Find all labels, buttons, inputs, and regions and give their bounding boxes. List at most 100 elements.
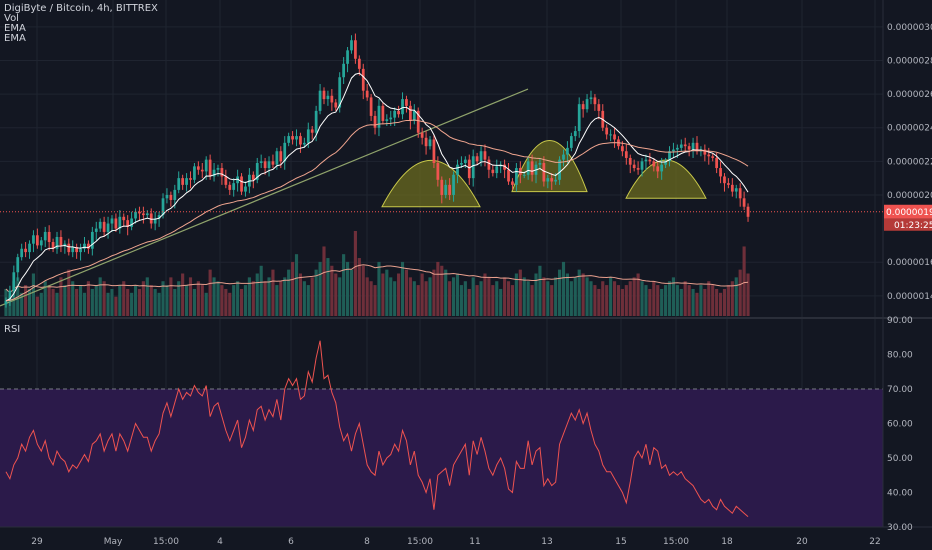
volume-bar xyxy=(601,281,605,316)
candle-body xyxy=(471,156,475,179)
candle-body xyxy=(145,213,149,216)
candle-body xyxy=(110,218,114,224)
volume-bar xyxy=(522,277,526,316)
volume-bar xyxy=(734,277,738,316)
candle-body xyxy=(138,211,141,214)
candle-body xyxy=(679,144,683,148)
candle-body xyxy=(683,144,687,147)
symbol-title[interactable]: DigiByte / Bitcoin, 4h, BITTREX xyxy=(4,3,158,14)
volume-bar xyxy=(436,261,440,316)
volume-bar xyxy=(302,281,306,316)
rsi-tick-label: 70.00 xyxy=(887,385,913,395)
candle-body xyxy=(652,161,656,167)
candle-body xyxy=(581,104,585,110)
candle-body xyxy=(554,179,558,182)
volume-bar xyxy=(153,288,157,316)
candle-body xyxy=(491,169,495,174)
candle-body xyxy=(589,97,593,100)
candle-body xyxy=(338,77,342,108)
candle-body xyxy=(126,220,130,227)
candle-body xyxy=(569,136,573,148)
volume-bar xyxy=(385,269,389,316)
candle-body xyxy=(224,176,228,185)
candle-body xyxy=(730,184,734,192)
volume-bar xyxy=(310,277,314,316)
volume-bar xyxy=(546,281,550,316)
rsi-pane-label[interactable]: RSI xyxy=(4,324,21,335)
volume-bar xyxy=(78,285,83,316)
volume-bar xyxy=(475,285,479,316)
candle-body xyxy=(511,181,514,185)
candle-body xyxy=(283,142,287,162)
candle-body xyxy=(621,146,624,152)
candle-body xyxy=(715,157,719,169)
candle-body xyxy=(518,168,522,175)
volume-bar xyxy=(565,273,569,316)
candle-body xyxy=(157,215,161,219)
volume-bar xyxy=(620,288,624,316)
time-tick-label: 15:00 xyxy=(663,537,689,547)
volume-bar xyxy=(561,261,566,316)
candle-body xyxy=(503,164,506,170)
vol-indicator-label[interactable]: Vol xyxy=(4,13,19,24)
candle-body xyxy=(232,183,236,190)
volume-bar xyxy=(404,269,409,316)
candle-body xyxy=(381,105,385,121)
candle-body xyxy=(487,159,491,170)
candle-body xyxy=(106,223,110,232)
volume-bar xyxy=(122,281,126,316)
candle-body xyxy=(444,184,448,195)
volume-bar xyxy=(298,273,303,316)
candle-body xyxy=(734,188,738,192)
volume-bar xyxy=(51,288,55,316)
volume-bars xyxy=(4,231,750,316)
volume-bar xyxy=(208,269,212,316)
candle-body xyxy=(369,97,373,116)
volume-bar xyxy=(491,285,495,316)
volume-bar xyxy=(455,273,460,316)
volume-bar xyxy=(746,273,750,316)
candle-body xyxy=(142,213,145,216)
volume-bar xyxy=(255,273,259,316)
candle-body xyxy=(220,168,224,177)
volume-bar xyxy=(24,285,28,316)
candle-body xyxy=(32,235,35,244)
volume-bar xyxy=(200,285,204,316)
candle-body xyxy=(291,136,294,140)
volume-bar xyxy=(133,285,138,316)
volume-bar xyxy=(67,269,71,316)
price-tick-label: 0.00000160 xyxy=(887,258,932,268)
candle-body xyxy=(67,243,71,253)
volume-bar xyxy=(412,281,416,316)
time-tick-label: 6 xyxy=(288,537,294,547)
volume-bar xyxy=(283,277,287,316)
candle-body xyxy=(244,186,247,192)
volume-bar xyxy=(63,285,67,316)
volume-bar xyxy=(361,265,365,316)
candle-body xyxy=(212,169,216,177)
candle-body xyxy=(479,151,483,162)
volume-bar xyxy=(679,288,683,316)
volume-bar xyxy=(102,281,106,316)
volume-bar xyxy=(381,273,385,316)
time-tick-label: 15 xyxy=(615,537,626,547)
ema-indicator-label[interactable]: EMA xyxy=(4,23,26,34)
volume-bar xyxy=(667,281,672,316)
volume-bar xyxy=(236,281,240,316)
volume-bar xyxy=(259,265,263,316)
volume-bar xyxy=(742,246,746,316)
candle-body xyxy=(161,198,165,216)
volume-bar xyxy=(424,281,428,316)
time-tick-label: 15:00 xyxy=(407,537,433,547)
candle-body xyxy=(585,99,589,110)
time-tick-label: 29 xyxy=(31,537,43,547)
volume-bar xyxy=(644,285,648,316)
candle-body xyxy=(193,166,196,180)
rsi-tick-label: 90.00 xyxy=(887,316,913,326)
time-tick-label: 15:00 xyxy=(153,537,179,547)
candle-body xyxy=(562,154,565,160)
volume-bar xyxy=(318,261,322,316)
ema-indicator-label-2[interactable]: EMA xyxy=(4,33,26,44)
